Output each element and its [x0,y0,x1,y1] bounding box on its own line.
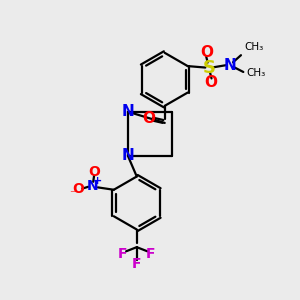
Text: O: O [72,182,84,196]
Text: O: O [200,45,213,60]
Text: CH₃: CH₃ [247,68,266,78]
Text: ⁻: ⁻ [69,189,76,202]
Text: N: N [87,179,98,193]
Text: CH₃: CH₃ [244,42,263,52]
Text: F: F [118,247,128,261]
Text: F: F [132,257,142,271]
Text: N: N [122,148,134,164]
Text: N: N [224,58,236,73]
Text: O: O [88,165,100,179]
Text: O: O [142,111,155,126]
Text: N: N [122,104,134,119]
Text: F: F [146,247,156,261]
Text: S: S [202,58,215,76]
Text: O: O [205,75,218,90]
Text: +: + [93,176,102,186]
